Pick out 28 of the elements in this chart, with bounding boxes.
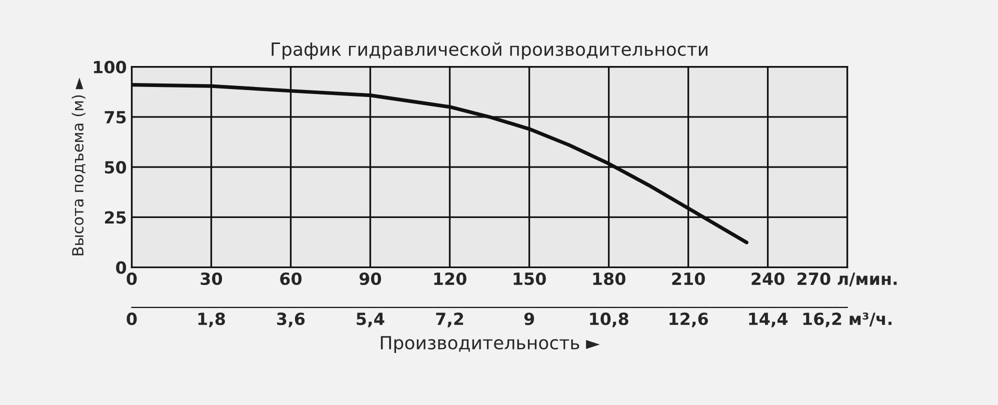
- y-tick-label: 0: [116, 261, 126, 274]
- x2-tick-label: 1,8: [198, 312, 225, 328]
- y-tick-label: 50: [104, 161, 126, 174]
- x-tick-label: 90: [360, 272, 382, 286]
- chart-title: График гидравлической производительности: [272, 42, 708, 60]
- x2-tick-label: 16,2 м³/ч.: [803, 312, 892, 328]
- x2-tick-label: 10,8: [590, 312, 628, 328]
- x2-tick-label: 0: [126, 312, 137, 326]
- x-tick-label: 270 л/мин.: [798, 272, 897, 286]
- x2-tick-label: 9: [524, 312, 534, 326]
- x-tick-label: 30: [200, 272, 222, 286]
- x-tick-label: 240: [752, 272, 784, 286]
- x2-tick-label: 12,6: [670, 312, 708, 328]
- x-tick-label: 180: [593, 272, 626, 286]
- x-tick-label: 150: [514, 272, 546, 286]
- y-tick-label: 25: [105, 211, 126, 224]
- x-tick-label: 60: [280, 272, 302, 286]
- x-axis-title: Производительность ►: [380, 336, 600, 353]
- y-tick-label: 100: [94, 60, 126, 74]
- x-tick-label: 0: [126, 272, 137, 286]
- y-axis-title: Высота подъема (м) ►: [72, 77, 86, 256]
- x2-tick-label: 3,6: [277, 312, 305, 328]
- x-tick-label: 120: [434, 272, 466, 286]
- x2-tick-label: 7,2: [436, 312, 464, 328]
- x2-tick-label: 14,4: [749, 312, 788, 328]
- y-tick-label: 75: [104, 111, 126, 124]
- x2-tick-label: 5,4: [356, 312, 384, 328]
- x-tick-label: 210: [672, 272, 705, 286]
